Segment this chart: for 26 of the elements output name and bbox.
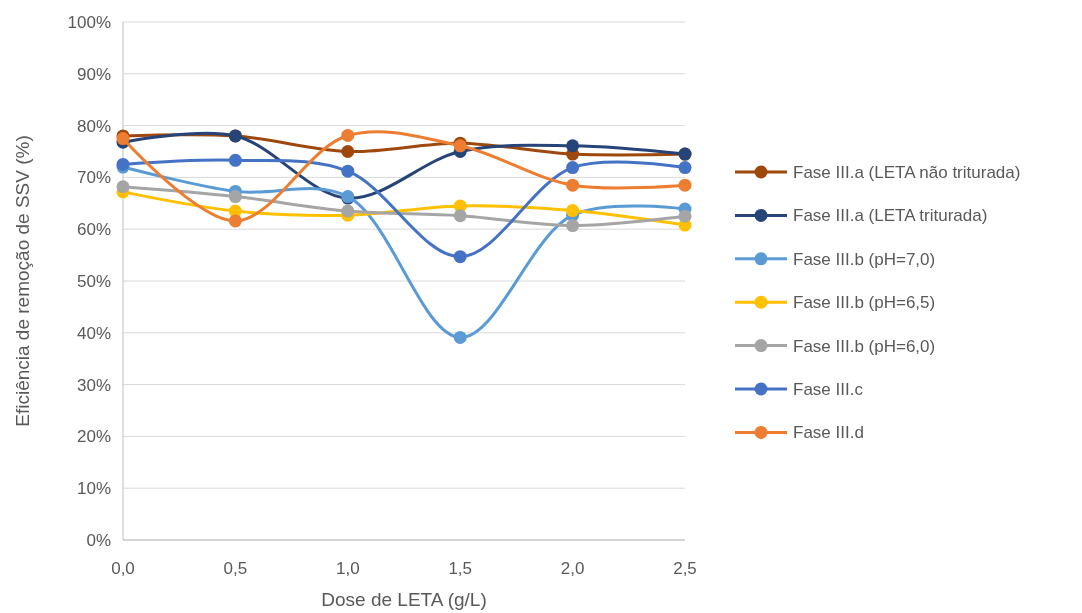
legend-label: Fase III.a (LETA não triturada) xyxy=(793,162,1021,182)
x-tick-label: 1,5 xyxy=(448,559,473,578)
legend-label: Fase III.b (pH=6,5) xyxy=(793,293,936,313)
x-tick-label: 0,5 xyxy=(223,559,248,578)
y-tick-label: 0% xyxy=(86,530,111,550)
x-tick-label: 0,0 xyxy=(111,559,135,578)
y-tick-label: 100% xyxy=(67,12,111,32)
y-tick-label: 70% xyxy=(76,168,111,188)
x-tick-label: 1,0 xyxy=(335,559,360,578)
legend-label: Fase III.d xyxy=(793,423,864,443)
x-tick-label: 2,5 xyxy=(673,559,697,578)
x-tick-label: 2,0 xyxy=(560,559,585,578)
y-tick-label: 10% xyxy=(76,479,111,499)
y-tick-label: 60% xyxy=(76,220,111,240)
y-tick-label: 40% xyxy=(76,323,111,343)
y-tick-label: 90% xyxy=(76,64,111,84)
x-axis-title: Dose de LETA (g/L) xyxy=(321,589,487,610)
y-axis-title: Eficiência de remoção de SSV (%) xyxy=(12,135,33,427)
legend-label: Fase III.b (pH=7,0) xyxy=(793,249,936,269)
y-tick-label: 30% xyxy=(76,375,111,395)
y-tick-label: 50% xyxy=(76,271,111,291)
legend-label: Fase III.a (LETA triturada) xyxy=(793,206,988,226)
y-tick-label: 20% xyxy=(76,427,111,447)
legend-label: Fase III.b (pH=6,0) xyxy=(793,336,936,356)
y-tick-label: 80% xyxy=(76,116,111,136)
legend-label: Fase III.c xyxy=(793,379,864,399)
